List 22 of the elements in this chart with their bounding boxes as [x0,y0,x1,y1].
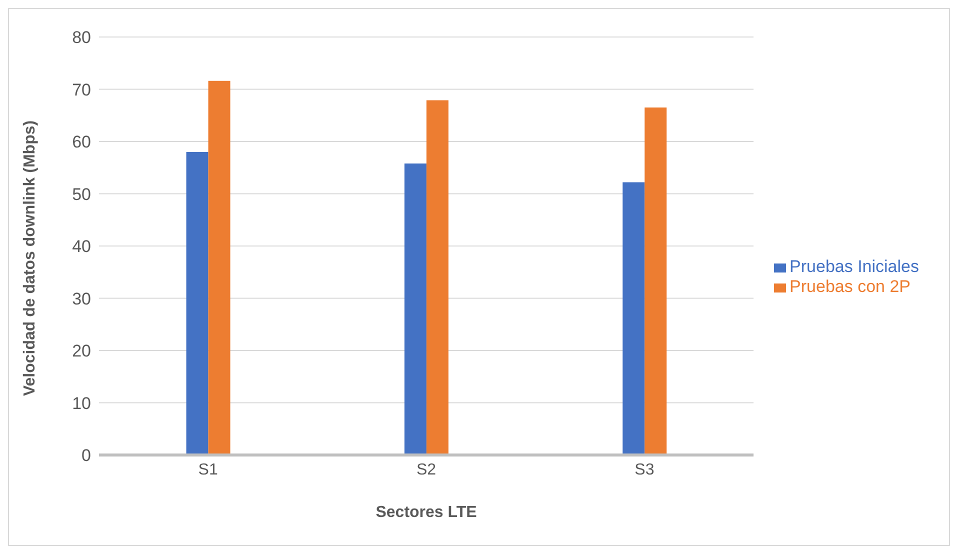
bar [404,163,426,455]
x-tick-label: S3 [634,461,654,478]
x-axis-title: Sectores LTE [376,504,478,521]
legend-label: Pruebas con 2P [790,277,910,296]
y-tick-label: 80 [72,28,91,48]
x-tick-label: S2 [416,461,436,478]
bar [186,152,208,455]
x-tick-label: S1 [198,461,218,478]
bar [208,80,230,455]
y-tick-label: 50 [72,184,91,204]
y-tick-label: 40 [72,237,91,256]
y-tick-label: 30 [72,289,91,308]
bar [644,108,667,455]
y-tick-label: 60 [72,132,91,152]
y-axis-title: Velocidad de datos downlink (Mbps) [22,120,39,396]
y-tick-label: 70 [72,80,91,100]
legend-label: Pruebas Iniciales [790,257,919,276]
bar [622,182,645,455]
y-tick-label: 20 [72,342,91,361]
y-tick-label: 10 [72,394,91,413]
y-tick-label: 0 [82,446,91,466]
bar [426,100,448,455]
